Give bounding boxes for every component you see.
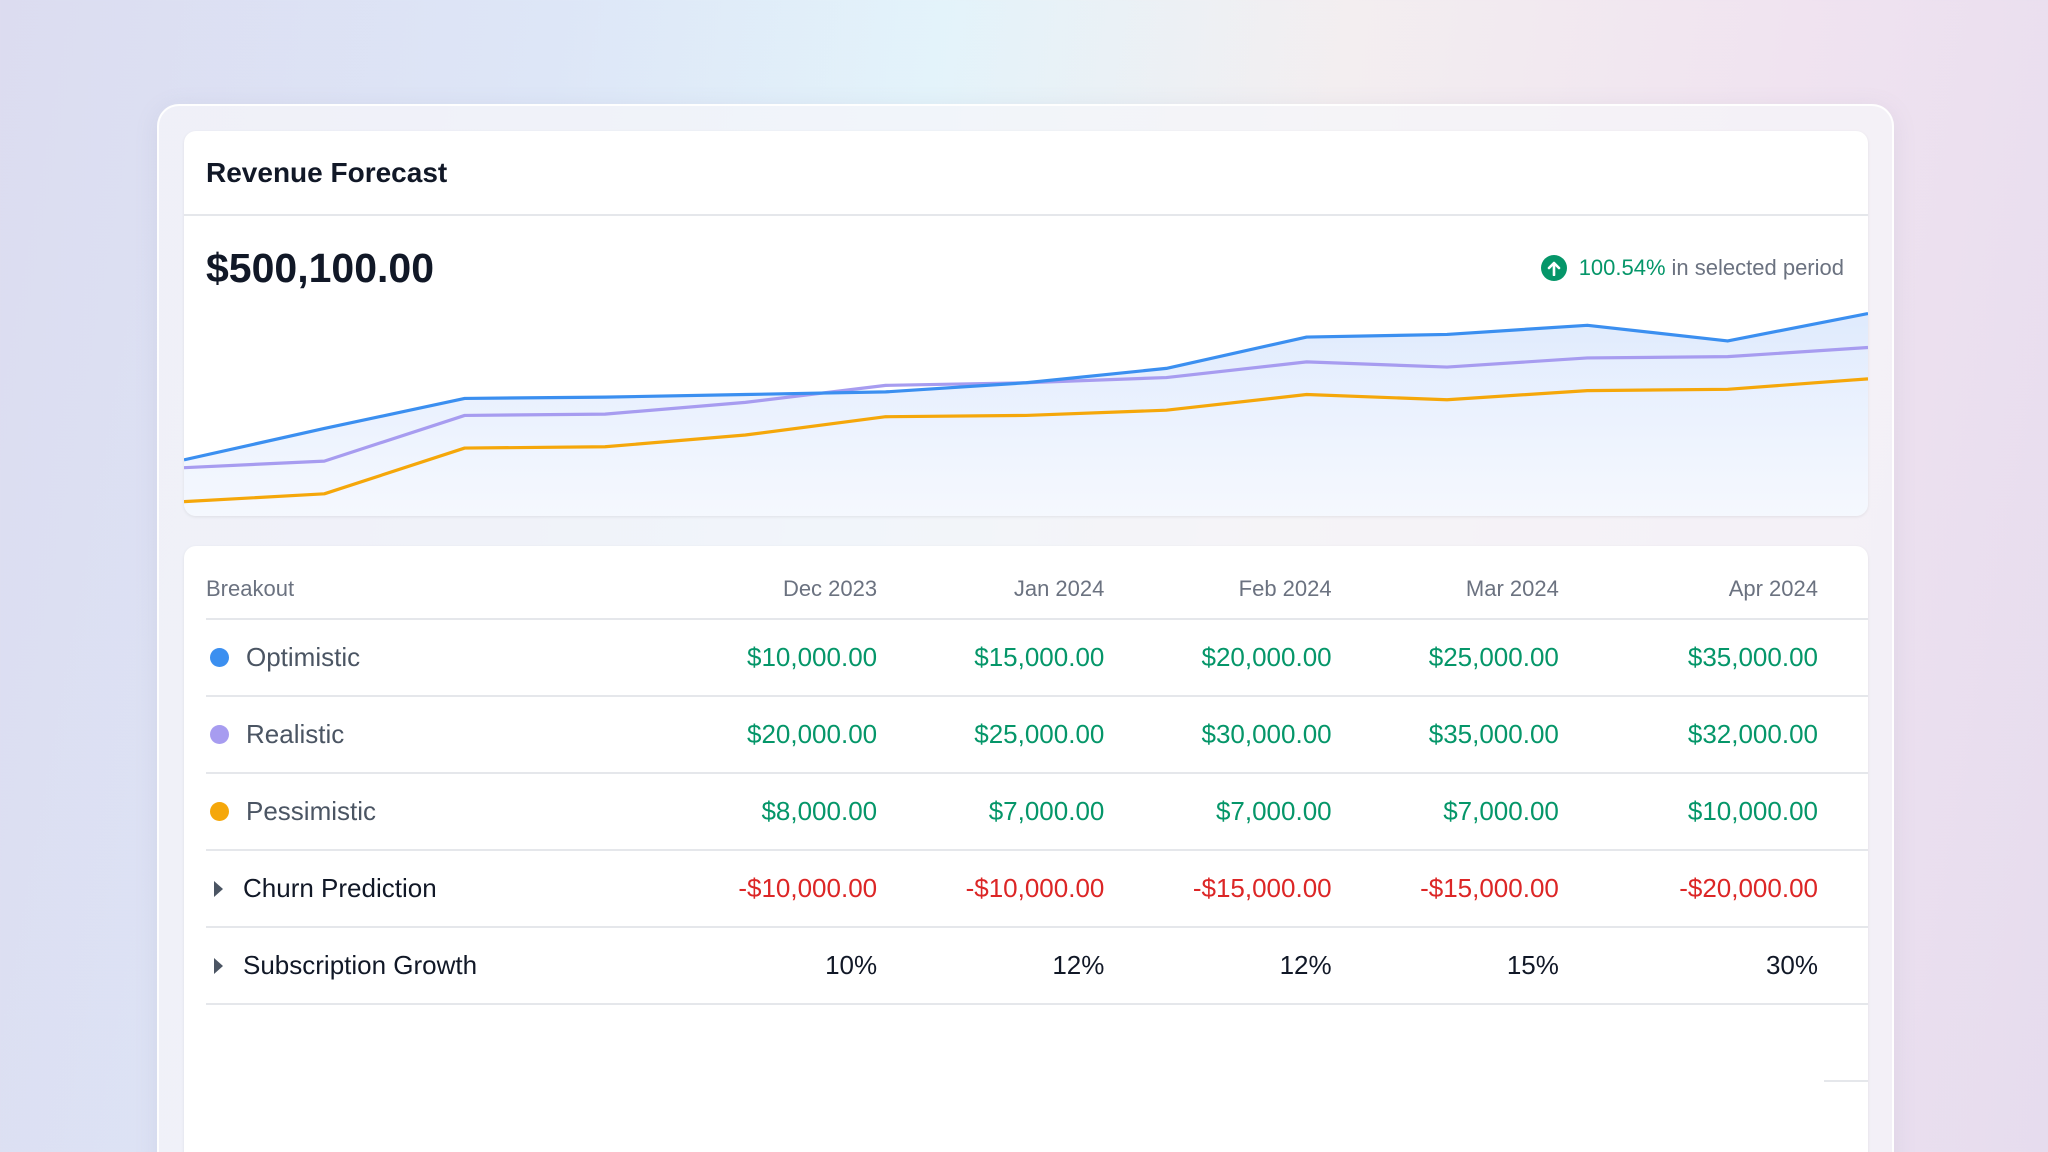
row-label-text: Optimistic [246,642,361,672]
value-cell: -$15,000.00 [1104,850,1332,928]
value-cell: 12% [877,927,1105,1005]
value-cell: $10,000.00 [649,619,878,697]
value-cell: -$10,000.00 [877,850,1105,928]
legend-dot-icon [210,802,229,821]
value-cell: -$20,000.00 [1558,850,1868,928]
value-cell: $7,000.00 [1104,773,1332,851]
breakout-table-card: Breakout Dec 2023 Jan 2024 Feb 2024 Mar 2024… [184,546,1868,1152]
table-row[interactable]: Churn Prediction -$10,000.00 -$10,000.00 -$… [206,850,1868,928]
breakout-header: Breakout [206,546,650,620]
expand-caret-icon[interactable] [214,957,223,974]
row-label-cell: Pessimistic [206,773,650,851]
breakout-table: Breakout Dec 2023 Jan 2024 Feb 2024 Mar 2024… [206,546,1868,1005]
value-cell: 30% [1558,927,1868,1005]
row-label: Subscription Growth [206,950,650,981]
change-percent: 100.54% [1578,255,1666,280]
total-value: $500,100.00 [206,245,435,291]
legend-dot-icon [210,648,229,667]
value-cell: $20,000.00 [649,696,878,774]
expand-caret-icon[interactable] [214,880,223,897]
column-header: Apr 2024 [1558,546,1868,620]
value-cell: $20,000.00 [1104,619,1332,697]
value-cell: -$15,000.00 [1331,850,1559,928]
value-cell: $35,000.00 [1331,696,1559,774]
row-label-text: Pessimistic [246,796,377,826]
column-header: Feb 2024 [1104,546,1332,620]
row-label: Optimistic [206,642,650,673]
card-title: Revenue Forecast [206,156,448,188]
change-indicator: 100.54% in selected period [1540,255,1844,281]
value-cell: 10% [649,927,878,1005]
value-cell: $10,000.00 [1558,773,1868,851]
row-label: Pessimistic [206,796,650,827]
series-line-pessimistic [184,377,1868,504]
row-label-text: Churn Prediction [243,873,437,903]
row-label-cell: Churn Prediction [206,850,650,928]
table-row[interactable]: Subscription Growth 10% 12% 12% 15% 30% [206,927,1868,1005]
table-row: Optimistic $10,000.00 $15,000.00 $20,000.00… [206,619,1868,697]
revenue-forecast-card: Revenue Forecast $500,100.00 100.54% in … [184,131,1868,516]
table-row: Pessimistic $8,000.00 $7,000.00 $7,000.00 $7… [206,773,1868,851]
value-cell: $25,000.00 [1331,619,1559,697]
card-header: Revenue Forecast [184,131,1868,216]
row-label-cell: Realistic [206,696,650,774]
value-cell: 15% [1331,927,1559,1005]
column-header: Mar 2024 [1331,546,1559,620]
row-label-cell: Subscription Growth [206,927,650,1005]
value-cell: $8,000.00 [649,773,878,851]
row-label-text: Subscription Growth [243,950,478,980]
value-cell: -$10,000.00 [649,850,878,928]
legend-dot-icon [210,725,229,744]
value-cell: $32,000.00 [1558,696,1868,774]
divider [1824,1080,1868,1082]
value-cell: $15,000.00 [877,619,1105,697]
arrow-up-circle-icon [1540,255,1567,281]
table-header-row: Breakout Dec 2023 Jan 2024 Feb 2024 Mar 2024… [206,546,1868,620]
value-cell: $35,000.00 [1558,619,1868,697]
value-cell: $7,000.00 [1331,773,1559,851]
row-label-text: Realistic [246,719,345,749]
table-row: Realistic $20,000.00 $25,000.00 $30,000.00 $… [206,696,1868,774]
series-line-optimistic [184,311,1868,462]
change-caption: in selected period [1671,255,1844,280]
value-cell: $25,000.00 [877,696,1105,774]
value-cell: 12% [1104,927,1332,1005]
value-cell: $30,000.00 [1104,696,1332,774]
value-cell: $7,000.00 [877,773,1105,851]
column-header: Jan 2024 [877,546,1105,620]
row-label: Churn Prediction [206,873,650,904]
row-label: Realistic [206,719,650,750]
column-header: Dec 2023 [649,546,878,620]
row-label-cell: Optimistic [206,619,650,697]
forecast-line-chart [184,311,1868,516]
